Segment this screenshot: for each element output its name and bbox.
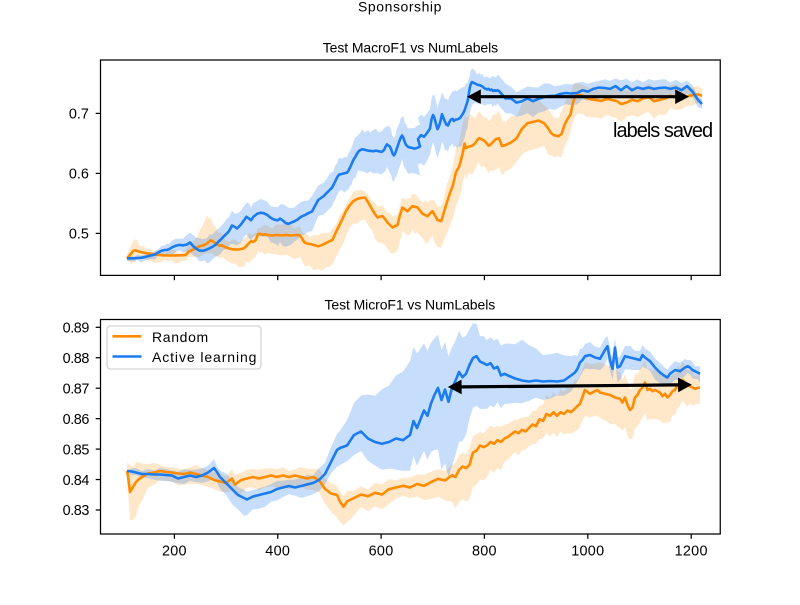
svg-text:labels saved: labels saved xyxy=(613,120,712,142)
svg-text:1000: 1000 xyxy=(571,543,604,559)
svg-text:0.85: 0.85 xyxy=(63,442,90,458)
svg-text:0.86: 0.86 xyxy=(63,412,90,428)
svg-text:800: 800 xyxy=(472,543,497,559)
svg-text:400: 400 xyxy=(265,543,290,559)
svg-text:0.84: 0.84 xyxy=(63,473,90,489)
svg-text:0.5: 0.5 xyxy=(69,227,89,243)
svg-text:Random: Random xyxy=(152,329,209,345)
svg-text:0.7: 0.7 xyxy=(69,107,89,123)
svg-text:600: 600 xyxy=(369,543,394,559)
svg-text:0.88: 0.88 xyxy=(63,351,90,367)
svg-text:Test MacroF1 vs NumLabels: Test MacroF1 vs NumLabels xyxy=(323,39,498,55)
svg-text:Test MicroF1 vs NumLabels: Test MicroF1 vs NumLabels xyxy=(324,297,495,313)
svg-text:Sponsorship: Sponsorship xyxy=(358,0,442,14)
svg-text:Active learning: Active learning xyxy=(152,349,257,365)
svg-text:0.89: 0.89 xyxy=(63,321,90,337)
svg-text:0.87: 0.87 xyxy=(63,381,90,397)
svg-text:200: 200 xyxy=(162,543,187,559)
svg-text:1200: 1200 xyxy=(675,543,708,559)
svg-text:0.6: 0.6 xyxy=(69,167,89,183)
svg-text:0.83: 0.83 xyxy=(63,503,90,519)
